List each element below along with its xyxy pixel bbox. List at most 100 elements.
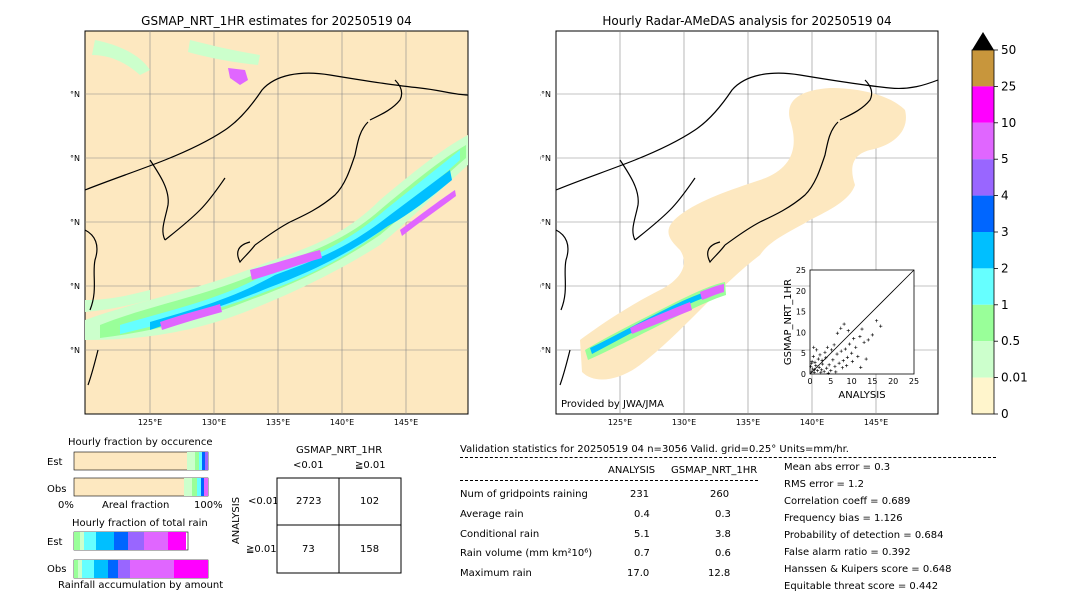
colorbar-label: 1 (1001, 298, 1009, 312)
colorbar-segment (972, 50, 994, 87)
scatter-point (835, 331, 840, 335)
right-map-title: Hourly Radar-AMeDAS analysis for 2025051… (602, 14, 892, 28)
scatter-point (843, 347, 847, 351)
contingency-title: GSMAP_NRT_1HR (296, 445, 383, 456)
left-lon-label: 125°E (138, 418, 162, 427)
left-lon-label: 135°E (266, 418, 290, 427)
scatter-ytick: 5 (801, 349, 806, 358)
stat-row-label: Rain volume (mm km²10⁶) (460, 548, 593, 559)
scatter-point (822, 369, 826, 374)
score-line: RMS error = 1.2 (784, 479, 864, 490)
scatter-point (809, 370, 813, 374)
stat-row-gsmap: 12.8 (708, 568, 731, 579)
score-line: False alarm ratio = 0.392 (784, 547, 911, 558)
right-map-coast (555, 72, 939, 386)
occurrence-bars (73, 451, 209, 497)
stat-row-label: Maximum rain (460, 568, 532, 579)
right-map-axes: 45°N 40°N 35°N 30°N 25°N 125°E 130°E 135… (540, 90, 888, 427)
scatter-point (846, 329, 850, 333)
scatter-point (825, 366, 829, 370)
contingency-cell: 102 (360, 496, 380, 507)
right-lat-label: 35°N (540, 218, 551, 227)
left-map-axes: 45°N 40°N 35°N 30°N 25°N 125°E 130°E 135… (70, 90, 418, 427)
scatter-point (859, 365, 863, 369)
colorbar-segment (972, 159, 994, 196)
score-line: Mean abs error = 0.3 (784, 462, 891, 473)
score-line: Probability of detection = 0.684 (784, 530, 944, 541)
scatter-point (810, 367, 815, 371)
scatter-xtick: 15 (867, 377, 877, 386)
colorbar-segment (972, 377, 994, 414)
left-lat-label: 30°N (70, 282, 80, 291)
stat-row-analysis: 5.1 (634, 529, 650, 540)
colorbar-label: 4 (1001, 189, 1009, 203)
colorbar-extend-arrow (972, 32, 994, 50)
scatter-xtick: 5 (828, 377, 833, 386)
stat-row-label: Average rain (460, 509, 524, 520)
colorbar: 50 25 10 5 4 3 2 1 0.5 0.01 0 (971, 32, 1028, 421)
scatter-xtick: 20 (888, 377, 898, 386)
scatter-point (866, 338, 870, 342)
colorbar-label: 2 (1001, 261, 1009, 275)
colorbar-segment (972, 122, 994, 160)
occurrence-axis-mid: Areal fraction (102, 500, 170, 511)
scatter-point (850, 351, 854, 355)
validation-table-divider (460, 480, 758, 481)
scatter-diagonal (809, 269, 915, 375)
scatter-point (815, 348, 819, 352)
right-lon-label: 130°E (672, 418, 696, 427)
scatter-point (847, 342, 852, 346)
contingency-col-label: ≧0.01 (355, 460, 386, 471)
stat-row-analysis: 0.4 (634, 509, 650, 520)
scatter-point (833, 364, 837, 369)
left-lat-label: 45°N (70, 90, 80, 99)
right-lat-label: 30°N (540, 282, 551, 291)
scatter-point (823, 350, 827, 354)
scatter-point (879, 324, 883, 328)
left-map: 45°N 40°N 35°N 30°N 25°N 125°E 130°E 135… (70, 30, 469, 427)
scatter-point (834, 370, 838, 374)
right-map-rain (585, 282, 726, 360)
contingency-cell: 158 (360, 544, 380, 555)
scatter-ytick: 15 (796, 308, 806, 317)
occurrence-est-label: Est (47, 457, 63, 468)
scatter-ytick: 20 (796, 287, 806, 296)
scatter-point (819, 371, 823, 375)
scatter-point (858, 334, 862, 339)
contingency-row-label: <0.01 (248, 496, 279, 507)
right-lon-label: 140°E (800, 418, 824, 427)
scatter-point (820, 368, 824, 372)
scatter-point (864, 357, 868, 361)
scatter-point (862, 340, 866, 344)
left-map-rain (85, 40, 468, 340)
colorbar-segment (972, 341, 994, 378)
scatter-point (813, 360, 817, 364)
contingency-grid (276, 477, 402, 574)
scatter-point (827, 363, 831, 367)
scatter-xtick: 25 (909, 377, 919, 386)
total-rain-obs-label: Obs (47, 564, 67, 575)
colorbar-label: 25 (1001, 79, 1016, 93)
validation-col-analysis: ANALYSIS (608, 465, 656, 476)
contingency-row-label: ≧0.01 (246, 544, 277, 555)
scatter-point (829, 369, 833, 373)
stat-row-analysis: 17.0 (627, 568, 650, 579)
scatter-point (810, 359, 814, 364)
scatter-point (815, 369, 820, 373)
left-lon-label: 145°E (394, 418, 418, 427)
left-lat-label: 35°N (70, 218, 80, 227)
scatter-point (830, 348, 834, 352)
contingency-col-label: <0.01 (293, 460, 324, 471)
colorbar-segment (972, 304, 994, 342)
scatter-point (835, 352, 839, 356)
stat-row-analysis: 0.7 (634, 548, 650, 559)
left-map-grid (85, 31, 468, 414)
scatter-point (811, 354, 815, 359)
colorbar-label: 10 (1001, 116, 1016, 130)
score-line: Correlation coeff = 0.689 (784, 496, 911, 507)
scatter-point (820, 362, 825, 366)
scatter-xtick: 0 (807, 377, 812, 386)
scatter-point (839, 326, 843, 330)
left-map-coast (84, 72, 469, 386)
scatter-point (874, 319, 879, 323)
